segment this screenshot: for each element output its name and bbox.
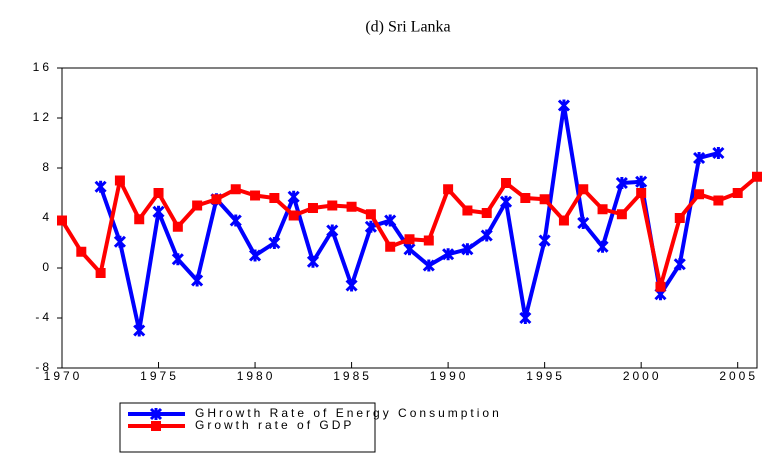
data-point	[345, 279, 358, 292]
data-point	[57, 215, 67, 226]
data-point	[480, 229, 493, 242]
data-point	[95, 268, 106, 278]
data-point	[616, 209, 627, 220]
x-tick-label: 1995	[526, 369, 565, 383]
data-point	[327, 200, 338, 211]
data-point	[635, 175, 648, 188]
data-point	[287, 190, 300, 203]
data-point	[578, 184, 589, 195]
legend-marker	[149, 407, 163, 421]
data-point	[114, 175, 125, 186]
x-tick-label: 1970	[44, 369, 83, 383]
data-point	[423, 235, 434, 246]
data-point	[248, 249, 262, 262]
data-point	[693, 151, 706, 165]
x-tick-label: 2005	[719, 369, 758, 383]
data-point	[250, 190, 261, 201]
data-point	[615, 176, 628, 190]
data-point	[269, 193, 280, 203]
x-tick-label: 1980	[237, 369, 276, 383]
data-point	[153, 188, 164, 198]
data-point	[713, 195, 724, 206]
x-tick-label: 1975	[140, 369, 179, 383]
data-point	[133, 324, 146, 337]
data-point	[712, 146, 725, 160]
data-point	[636, 188, 647, 198]
y-tick-label: 8	[42, 160, 52, 174]
x-tick-label: 1990	[430, 369, 469, 383]
data-point	[192, 200, 203, 211]
x-tick-label: 1985	[333, 369, 372, 383]
y-tick-label: -8	[35, 360, 52, 374]
data-point	[557, 99, 571, 112]
data-point	[422, 259, 435, 272]
data-point	[519, 311, 532, 325]
data-point	[230, 184, 241, 195]
y-tick-label: 16	[33, 60, 52, 74]
legend-marker	[151, 421, 161, 431]
data-point	[134, 214, 145, 225]
legend-label: GHrowth Rate of Energy Consumption	[195, 406, 502, 420]
data-point	[461, 243, 474, 256]
data-point	[191, 274, 204, 287]
data-point	[326, 224, 339, 237]
data-point	[365, 209, 376, 220]
data-point	[443, 184, 454, 195]
data-point	[172, 221, 183, 232]
x-tick-label: 2000	[623, 369, 662, 383]
data-point	[462, 205, 473, 216]
data-point	[673, 258, 686, 271]
legend-label: Growth rate of GDP	[195, 418, 354, 432]
data-point	[596, 240, 609, 253]
data-point	[481, 208, 492, 218]
data-point	[577, 216, 590, 230]
data-point	[171, 253, 184, 266]
data-point	[113, 235, 126, 248]
data-point	[538, 234, 551, 247]
data-point	[404, 234, 415, 245]
chart-title: (d) Sri Lanka	[365, 19, 450, 36]
data-point	[385, 241, 396, 252]
data-point	[520, 193, 531, 203]
data-point	[288, 210, 299, 221]
data-point	[539, 194, 550, 205]
data-point	[94, 180, 107, 193]
data-point	[655, 281, 666, 292]
data-point	[403, 243, 416, 256]
data-point	[76, 246, 87, 257]
data-point	[558, 215, 569, 226]
data-point	[732, 188, 743, 198]
y-tick-label: 4	[42, 210, 52, 224]
y-tick-label: 0	[42, 260, 52, 274]
data-point	[268, 236, 281, 250]
data-point	[384, 214, 397, 227]
data-point	[229, 214, 242, 227]
data-point	[597, 204, 608, 215]
data-point	[501, 178, 512, 188]
data-point	[152, 205, 165, 218]
y-tick-label: 12	[33, 110, 52, 124]
data-point	[442, 248, 455, 261]
data-point	[346, 201, 357, 212]
y-tick-label: -4	[35, 310, 52, 324]
data-point	[752, 171, 762, 182]
data-point	[307, 203, 318, 213]
plot-frame	[61, 67, 758, 369]
data-point	[674, 213, 685, 223]
data-point	[694, 189, 705, 200]
data-point	[211, 194, 222, 205]
data-point	[499, 195, 513, 208]
data-point	[306, 255, 320, 268]
